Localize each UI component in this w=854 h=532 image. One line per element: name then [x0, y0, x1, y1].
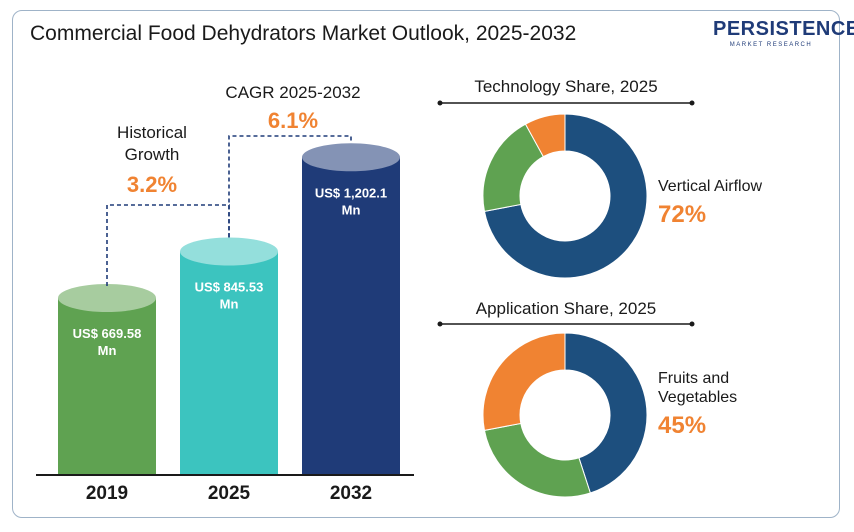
bar-top-2025 — [180, 237, 278, 266]
brand-logo: PERSISTENCE MARKET RESEARCH — [713, 18, 854, 58]
annotation-value-cagr: 6.1% — [268, 108, 318, 133]
bar-value-unit-2019: Mn — [98, 343, 117, 358]
annotation-value-historical: 3.2% — [127, 172, 177, 197]
bar-value-label-2032: US$ 1,202.1 — [315, 185, 387, 200]
donut-title-2: Application Share, 2025 — [476, 299, 657, 318]
x-tick-label-2019: 2019 — [86, 483, 128, 504]
donut-1-slice-2 — [524, 113, 566, 158]
page-title: Commercial Food Dehydrators Market Outlo… — [30, 22, 577, 45]
donut-title-rule-dot-left-1 — [437, 100, 443, 106]
x-tick-label-2032: 2032 — [330, 483, 372, 504]
donut-2-slice-1 — [483, 422, 591, 498]
logo-name: PERSISTENCE — [713, 18, 854, 40]
bar-2019 — [58, 298, 156, 475]
annotation-label-historical-line2: Growth — [125, 145, 180, 164]
donut-title-rule-dot-right-1 — [689, 100, 695, 106]
donut-1-slice-0 — [483, 113, 648, 279]
bar-value-unit-2032: Mn — [342, 202, 361, 217]
donut-title-rule-dot-left-2 — [437, 321, 443, 327]
donut-2-highlight-value: 45% — [658, 412, 706, 439]
bar-value-label-2019: US$ 669.58 — [73, 326, 142, 341]
bar-value-unit-2025: Mn — [220, 297, 239, 312]
donut-1-highlight-value: 72% — [658, 201, 706, 228]
annotation-label-historical-line1: Historical — [117, 123, 187, 142]
donut-title-rule-dot-right-2 — [689, 321, 695, 327]
growth-connector-cagr — [228, 135, 352, 238]
x-tick-label-2025: 2025 — [208, 483, 251, 504]
bar-top-2019 — [58, 284, 156, 313]
bar-2032 — [302, 157, 400, 475]
donut-2-slice-0 — [564, 332, 648, 494]
donut-2-highlight-label-line1: Fruits and — [658, 370, 729, 387]
bar-2025 — [180, 251, 278, 475]
donut-title-1: Technology Share, 2025 — [474, 77, 657, 96]
bar-top-2032 — [302, 143, 400, 172]
donut-1-highlight-label-line1: Vertical Airflow — [658, 178, 762, 195]
annotation-label-cagr: CAGR 2025-2032 — [225, 83, 360, 102]
donut-2-highlight-label-line2: Vegetables — [658, 389, 737, 406]
logo-tagline: MARKET RESEARCH — [729, 42, 813, 48]
bar-value-label-2025: US$ 845.53 — [195, 280, 264, 295]
donut-2-slice-2 — [482, 332, 566, 431]
